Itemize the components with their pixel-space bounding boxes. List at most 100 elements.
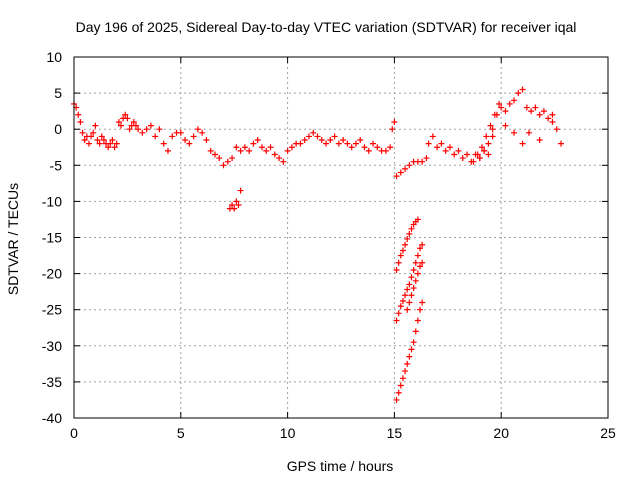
data-point	[132, 122, 139, 129]
data-point	[404, 360, 411, 367]
data-point	[519, 86, 526, 93]
data-point	[393, 173, 400, 180]
data-point	[408, 346, 415, 353]
data-point	[382, 147, 389, 154]
x-tick-label: 15	[387, 425, 403, 441]
data-point	[511, 129, 518, 136]
data-point	[402, 368, 409, 375]
data-point	[553, 126, 560, 133]
data-point	[402, 165, 409, 172]
series-rising-arcs-20h	[470, 100, 503, 165]
data-point	[109, 137, 116, 144]
data-point	[414, 252, 421, 259]
data-point	[258, 144, 265, 151]
data-point	[182, 137, 189, 144]
data-point	[483, 133, 490, 140]
data-point	[511, 97, 518, 104]
data-point	[404, 286, 411, 293]
data-point	[147, 122, 154, 129]
data-point	[235, 202, 242, 209]
data-point	[284, 147, 291, 154]
data-point	[414, 270, 421, 277]
data-point	[130, 118, 137, 125]
y-tick-label: -40	[42, 410, 62, 426]
data-point	[455, 147, 462, 154]
data-point	[122, 111, 129, 118]
data-point	[536, 111, 543, 118]
series-descending-arc-4	[393, 299, 426, 403]
data-point	[408, 225, 415, 232]
series-scattered-21-22h	[502, 118, 556, 147]
data-point	[549, 111, 556, 118]
data-point	[399, 247, 406, 254]
y-tick-label: 10	[46, 49, 62, 65]
data-point	[237, 147, 244, 154]
data-point	[305, 133, 312, 140]
series-recovery-15-16.5h	[393, 155, 430, 180]
y-tick-label: 5	[54, 85, 62, 101]
series-descending-arc-3	[404, 259, 426, 313]
data-point	[77, 118, 84, 125]
data-point	[438, 140, 445, 147]
data-point	[310, 129, 317, 136]
data-point	[412, 259, 419, 266]
data-point	[90, 129, 97, 136]
data-point	[549, 118, 556, 125]
data-point	[540, 108, 547, 115]
data-point	[207, 147, 214, 154]
data-point	[301, 137, 308, 144]
data-point	[177, 129, 184, 136]
data-point	[410, 266, 417, 273]
data-point	[211, 151, 218, 158]
data-point	[515, 90, 522, 97]
data-point	[241, 144, 248, 151]
data-point	[335, 140, 342, 147]
data-point	[397, 303, 404, 310]
data-point	[280, 158, 287, 165]
data-point	[75, 111, 82, 118]
data-point	[395, 310, 402, 317]
data-point	[404, 235, 411, 242]
data-point	[489, 133, 496, 140]
data-point	[393, 396, 400, 403]
data-point	[107, 140, 114, 147]
data-point	[464, 151, 471, 158]
data-point	[451, 151, 458, 158]
data-point	[352, 140, 359, 147]
data-point	[397, 252, 404, 259]
data-point	[406, 230, 413, 237]
data-point	[536, 137, 543, 144]
y-tick-label: -10	[42, 193, 62, 209]
data-point	[417, 306, 424, 313]
data-point	[410, 285, 417, 292]
data-point	[506, 100, 513, 107]
data-point	[491, 111, 498, 118]
data-point	[254, 137, 261, 144]
data-point	[474, 151, 481, 158]
data-point	[194, 126, 201, 133]
data-point	[485, 140, 492, 147]
data-point	[94, 137, 101, 144]
data-point	[397, 382, 404, 389]
data-point	[419, 158, 426, 165]
data-point	[408, 274, 415, 281]
data-point	[164, 147, 171, 154]
data-point	[135, 126, 142, 133]
data-point	[220, 162, 227, 169]
data-point	[216, 155, 223, 162]
data-point	[487, 122, 494, 129]
y-tick-label: -30	[42, 338, 62, 354]
series-descending-arc-1	[393, 216, 421, 273]
data-point	[229, 155, 236, 162]
data-point	[96, 140, 103, 147]
data-point	[498, 104, 505, 111]
data-point	[399, 375, 406, 382]
y-tick-label: -5	[50, 157, 63, 173]
data-point	[276, 155, 283, 162]
data-point	[365, 147, 372, 154]
data-point	[344, 140, 351, 147]
data-point	[397, 169, 404, 176]
y-tick-label: -20	[42, 266, 62, 282]
